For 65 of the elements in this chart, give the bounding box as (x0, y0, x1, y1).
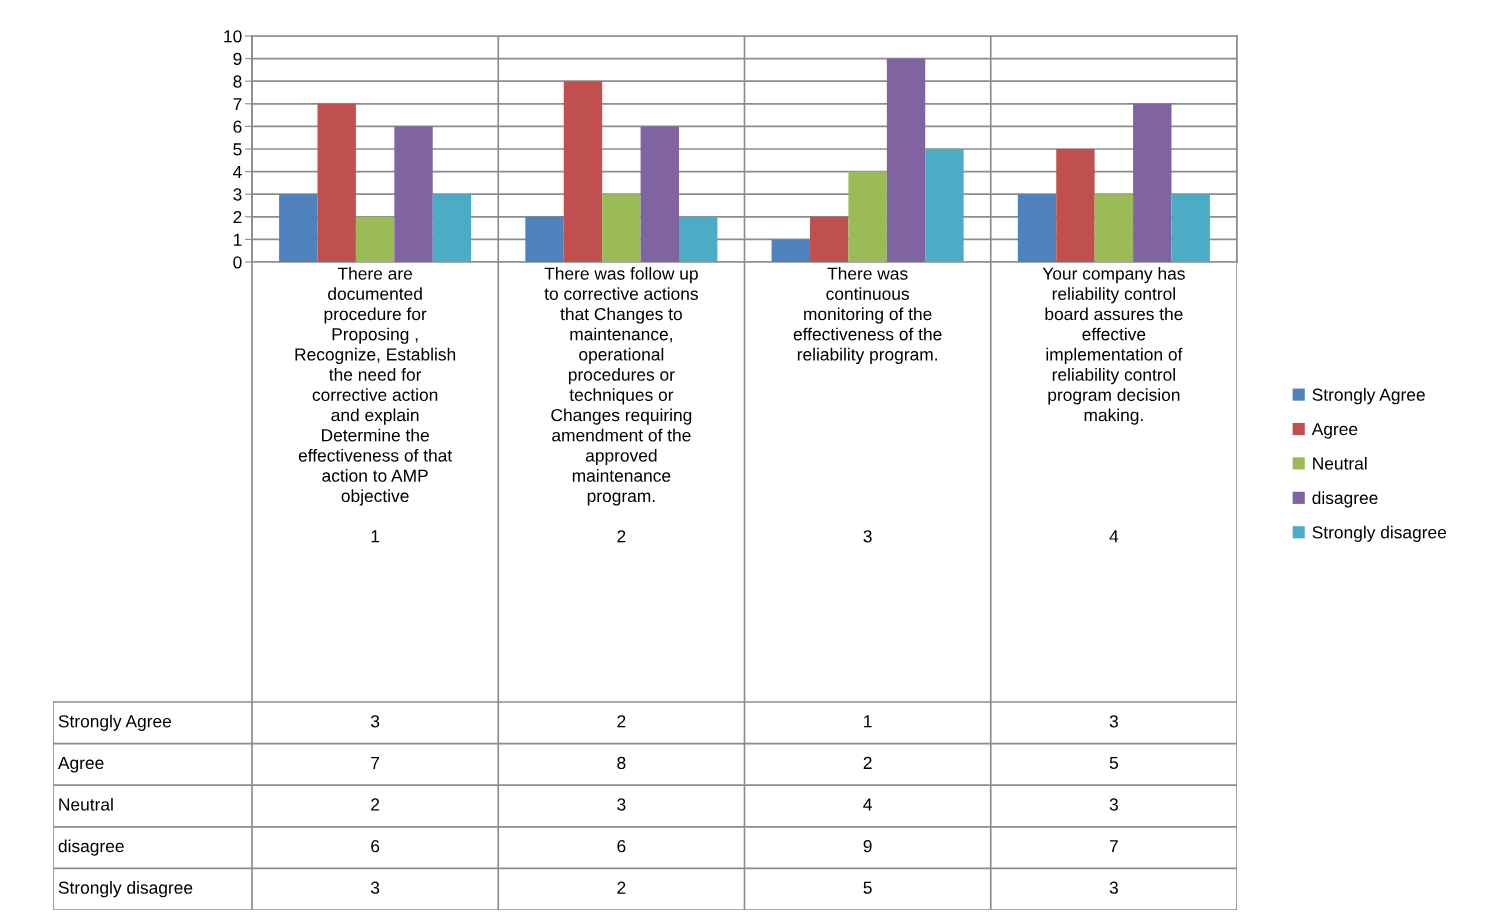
data-label: 6 (371, 839, 380, 853)
category-label: Your company has reliability control board assures the effective implementation of reliability control program decision making. 4 (1042, 267, 1185, 543)
y-tick-label: 5 (233, 143, 242, 156)
data-label: 1 (864, 715, 872, 728)
data-label: 8 (617, 756, 626, 770)
legend-label: Agree (1311, 423, 1358, 439)
bar (679, 216, 718, 262)
text: Agree (57, 756, 104, 773)
category-label: There was continuous monitoring of the effectiveness of the reliability program. 3 (793, 267, 942, 543)
text: Neutral (59, 797, 113, 811)
data-label: 5 (1109, 756, 1118, 770)
legend-label: Strongly disagree (1312, 525, 1447, 542)
bar (317, 103, 356, 262)
y-tick-label: 9 (233, 52, 242, 66)
data-label: 3 (1109, 798, 1118, 811)
y-tick-label: 8 (233, 75, 242, 88)
bar (1094, 194, 1134, 262)
bar (1133, 103, 1172, 262)
bar (279, 194, 318, 262)
y-tick-label: 3 (233, 188, 242, 201)
data-label: 2 (371, 798, 380, 811)
bar (432, 194, 472, 262)
bar (640, 126, 679, 262)
y-tick-label: 4 (233, 165, 242, 178)
data-label: 4 (863, 798, 872, 811)
text: Strongly disagree (58, 881, 193, 898)
bar (563, 81, 603, 262)
text: disagree (58, 839, 124, 856)
legend-label: Strongly Agree (1312, 388, 1425, 405)
y-tick-label: 1 (233, 233, 242, 246)
bar (848, 171, 887, 262)
data-label: 6 (617, 839, 626, 853)
bar (1056, 149, 1095, 262)
legend-label: Neutral (1313, 456, 1367, 470)
category-label: There are documented procedure for Proposing , Recognize, Establish the need for corrective action and explain Determine the effectiveness of that action to AMP objective 1 (295, 267, 456, 543)
bar (810, 216, 849, 262)
data-label: 2 (863, 756, 872, 769)
data-label: 3 (1109, 881, 1118, 894)
y-tick-label: 10 (224, 30, 242, 43)
data-label: 2 (617, 881, 626, 894)
legend-label: disagree (1312, 491, 1378, 508)
y-tick-label: 6 (233, 120, 242, 133)
y-tick-label: 7 (233, 98, 242, 111)
data-label: 3 (617, 798, 626, 811)
data-label: 3 (370, 881, 380, 894)
bar (886, 58, 926, 262)
bar (925, 149, 964, 262)
data-label: 5 (863, 881, 872, 894)
bar (1171, 194, 1210, 262)
y-tick-label: 0 (233, 256, 242, 269)
text: Strongly Agree (58, 714, 172, 731)
data-label: 2 (617, 715, 626, 728)
y-tick-label: 2 (233, 210, 242, 224)
data-label: 7 (1109, 840, 1118, 853)
bar (1017, 194, 1057, 262)
bar (602, 194, 641, 262)
data-label: 3 (1109, 715, 1118, 728)
data-label: 3 (370, 715, 380, 728)
category-label: There was follow up to corrective actions that Changes to maintenance, operational procedures or techniques or Changes requiring amendment of the approved maintenance program. 2 (544, 267, 698, 543)
data-label: 9 (863, 839, 872, 853)
bar (771, 239, 810, 262)
bar (394, 126, 433, 262)
bar (525, 216, 564, 262)
bar (355, 216, 395, 262)
data-label: 7 (371, 756, 380, 769)
